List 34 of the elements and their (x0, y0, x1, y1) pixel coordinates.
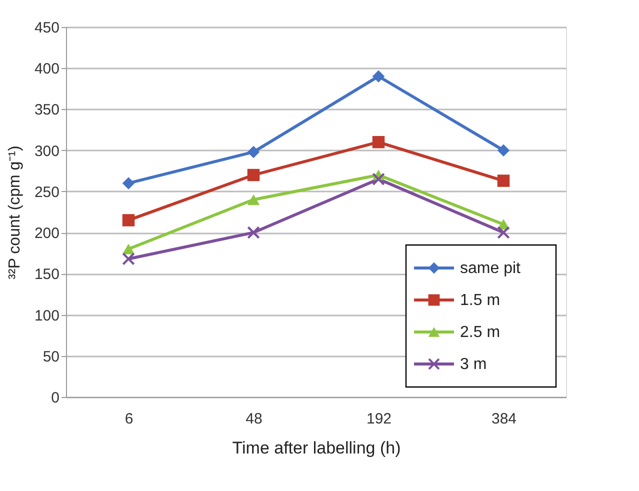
point (122, 177, 135, 190)
point (122, 252, 135, 265)
point (372, 70, 385, 82)
point (247, 194, 260, 205)
x-tick-label: 192 (366, 410, 392, 428)
x-tick-label: 48 (246, 410, 262, 428)
point (372, 136, 385, 148)
y-tick-label: 50 (42, 348, 60, 366)
x-axis-title: Time after labelling (h) (232, 438, 401, 458)
point (247, 226, 260, 239)
point (122, 214, 135, 226)
x-tick-label: 384 (491, 410, 517, 428)
legend-label: 1.5 m (460, 292, 500, 309)
y-tick-label: 300 (34, 142, 60, 160)
y-axis-title: ³²P count (cpm g⁻¹) (6, 146, 24, 280)
point (497, 144, 510, 156)
point (372, 172, 385, 186)
point (497, 226, 510, 239)
y-tick-label: 100 (34, 307, 60, 324)
legend-label: 3 m (460, 356, 487, 373)
y-tick-label: 150 (34, 266, 60, 284)
legend-label: 2.5 m (460, 324, 500, 341)
point (497, 174, 510, 187)
point (122, 244, 135, 254)
y-tick-label: 350 (34, 102, 60, 119)
y-tick-label: 250 (34, 184, 60, 201)
y-tick-label: 450 (34, 20, 60, 36)
point (247, 168, 260, 182)
x-tick-label: 6 (124, 410, 134, 428)
legend-label: same pit (460, 260, 522, 277)
y-tick-label: 0 (51, 390, 60, 406)
y-tick-label: 200 (34, 225, 60, 242)
y-tick-label: 400 (34, 60, 60, 78)
point (247, 146, 260, 158)
